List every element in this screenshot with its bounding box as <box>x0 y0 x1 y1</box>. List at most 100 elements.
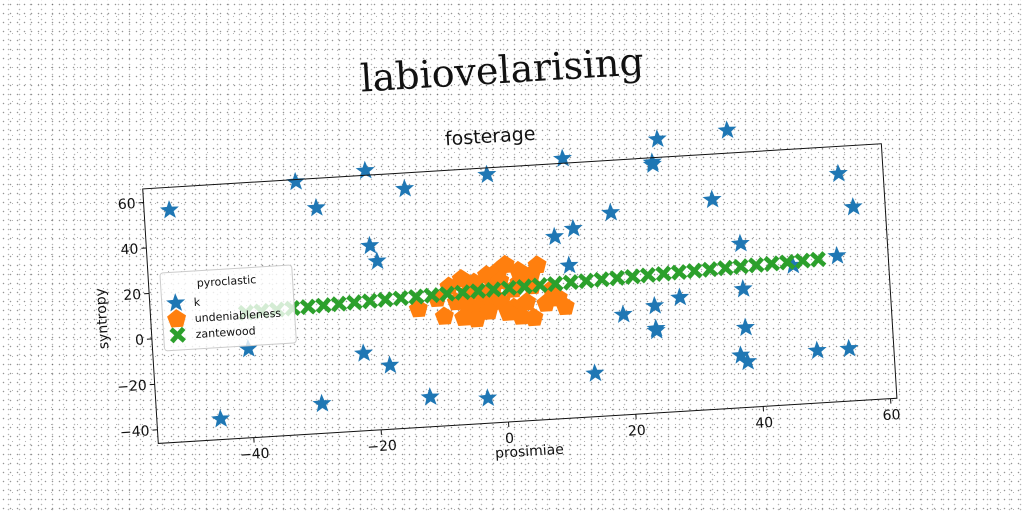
point-k <box>717 120 737 139</box>
y-tick-label: 40 <box>120 242 139 259</box>
point-zantewood <box>639 266 657 284</box>
point-k <box>312 393 332 413</box>
point-k <box>286 171 305 191</box>
point-zantewood <box>578 272 595 290</box>
point-k <box>702 189 722 209</box>
point-undeniableness <box>408 298 428 318</box>
point-k <box>367 251 387 270</box>
x-axis: −40 −20 0 20 40 60 <box>240 398 901 464</box>
y-tick-label: −40 <box>120 423 150 441</box>
point-k <box>642 154 662 173</box>
legend-marker <box>166 293 186 312</box>
point-undeniableness <box>517 292 537 311</box>
legend-marker <box>169 326 186 344</box>
chart-title: fosterage <box>444 123 536 150</box>
x-tick-label: 40 <box>755 415 774 432</box>
point-zantewood <box>516 278 533 295</box>
point-zantewood <box>608 269 626 287</box>
legend-label: k <box>193 296 201 309</box>
point-k <box>601 202 621 222</box>
scatter-chart: fosterage −40 −20 0 20 40 60 −40 −20 0 20 40 60 pr… <box>93 120 901 464</box>
legend-label: zantewood <box>195 324 256 341</box>
legend-label: undeniableness <box>194 307 281 325</box>
point-k <box>159 200 179 219</box>
x-tick-label: 0 <box>505 431 515 448</box>
axes-frame <box>142 143 898 444</box>
point-zantewood <box>670 264 688 281</box>
legend-box <box>159 264 297 352</box>
point-zantewood <box>346 294 363 311</box>
point-zantewood <box>809 251 827 268</box>
point-k <box>395 178 415 198</box>
x-tick-label: −20 <box>367 438 397 456</box>
point-k <box>738 351 758 371</box>
figure: fosterage −40 −20 0 20 40 60 −40 −20 0 20 40 60 pr… <box>79 87 930 507</box>
point-k <box>552 148 572 168</box>
x-tick-label: −40 <box>240 446 270 464</box>
point-k <box>585 363 605 382</box>
point-k <box>645 295 665 315</box>
point-zantewood <box>763 255 781 272</box>
point-zantewood <box>717 259 734 277</box>
point-zantewood <box>794 252 811 270</box>
point-k <box>735 317 755 337</box>
point-k <box>647 129 667 148</box>
point-undeniableness <box>511 306 531 325</box>
point-zantewood <box>732 258 750 275</box>
point-undeniableness <box>479 301 499 320</box>
point-k <box>807 340 827 360</box>
point-zantewood <box>376 291 394 308</box>
point-k <box>559 255 579 274</box>
point-undeniableness <box>524 307 544 327</box>
y-axis-label: syntropy <box>93 288 113 350</box>
point-zantewood <box>361 292 379 310</box>
point-zantewood <box>423 287 440 304</box>
y-tick-label: 20 <box>123 287 142 304</box>
point-k <box>420 387 440 406</box>
point-zantewood <box>655 265 672 283</box>
point-zantewood <box>485 281 502 298</box>
point-k <box>545 226 565 246</box>
point-zantewood <box>547 275 564 293</box>
point-k <box>478 388 498 407</box>
point-zantewood <box>748 256 765 274</box>
point-k <box>827 245 847 265</box>
point-k <box>380 355 400 374</box>
point-k <box>355 160 375 180</box>
point-k <box>733 279 753 298</box>
point-k <box>238 338 258 358</box>
point-k <box>477 164 497 184</box>
point-zantewood <box>778 253 796 271</box>
point-zantewood <box>624 268 641 285</box>
point-undeniableness <box>454 307 474 326</box>
point-zantewood <box>407 288 425 306</box>
point-zantewood <box>500 279 518 297</box>
x-axis-label: prosimiae <box>495 442 565 462</box>
y-tick-label: 0 <box>135 332 145 349</box>
point-zantewood <box>330 295 348 313</box>
y-axis: −40 −20 0 20 40 60 <box>117 196 158 441</box>
point-zantewood <box>315 297 332 314</box>
point-zantewood <box>392 289 410 307</box>
point-zantewood <box>562 274 580 291</box>
point-zantewood <box>438 285 456 303</box>
point-zantewood <box>469 282 487 300</box>
point-zantewood <box>701 261 719 278</box>
point-undeniableness <box>527 255 547 274</box>
plot-area <box>159 120 863 428</box>
point-k <box>843 197 863 216</box>
point-k <box>613 304 633 324</box>
point-zantewood <box>593 271 610 288</box>
legend-marker <box>167 309 187 328</box>
y-tick-label: 60 <box>117 196 136 213</box>
point-k <box>828 163 848 183</box>
point-k <box>306 197 326 217</box>
point-zantewood <box>686 262 703 280</box>
point-k <box>730 233 750 253</box>
point-k <box>670 287 690 306</box>
x-tick-label: 60 <box>882 407 901 424</box>
point-k <box>360 235 380 255</box>
legend-title: pyroclastic <box>196 273 256 290</box>
point-undeniableness <box>434 306 454 325</box>
